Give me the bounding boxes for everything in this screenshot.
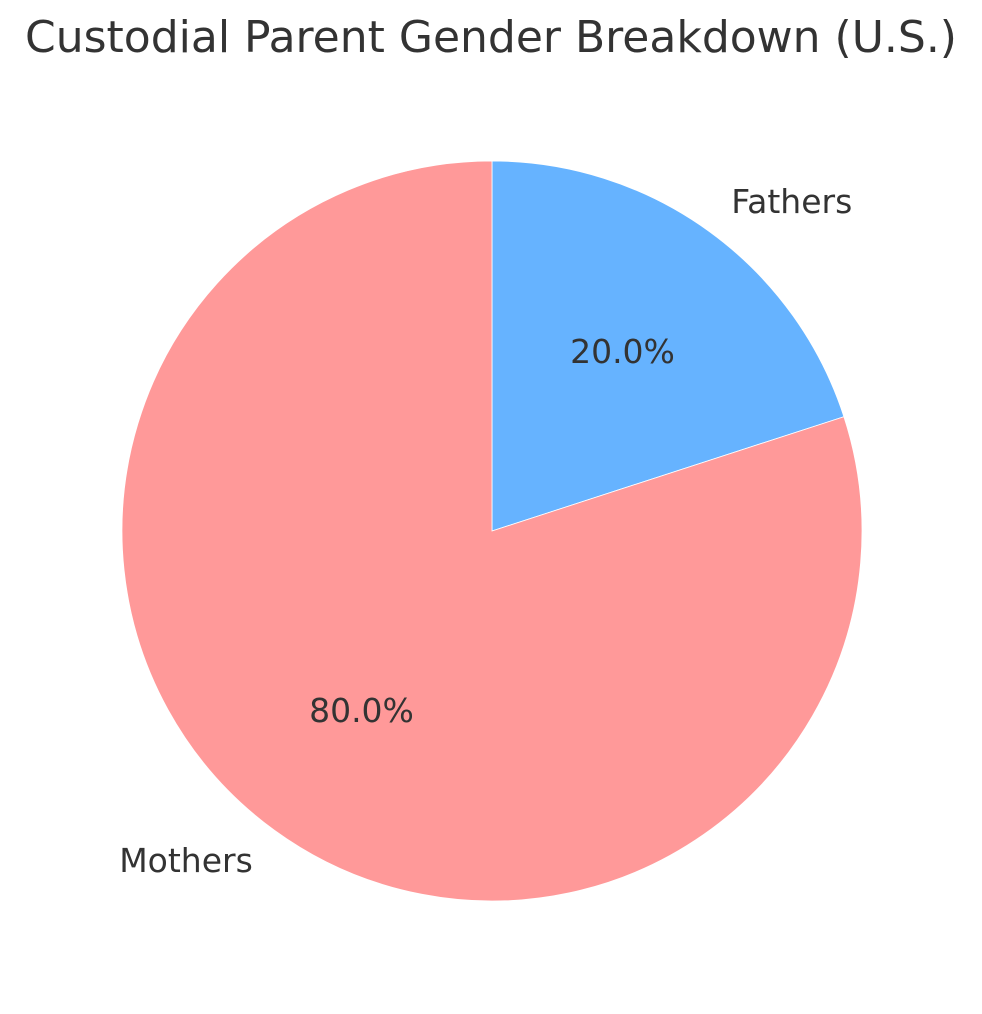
- chart-title: Custodial Parent Gender Breakdown (U.S.): [25, 12, 957, 63]
- slice-label-fathers: Fathers: [731, 182, 852, 221]
- pct-label-mothers: 80.0%: [309, 691, 414, 730]
- pct-label-fathers: 20.0%: [570, 332, 675, 371]
- pie-slice-mothers: [121, 160, 863, 902]
- slice-label-mothers: Mothers: [119, 841, 253, 880]
- pie-slice-fathers: [491, 160, 845, 532]
